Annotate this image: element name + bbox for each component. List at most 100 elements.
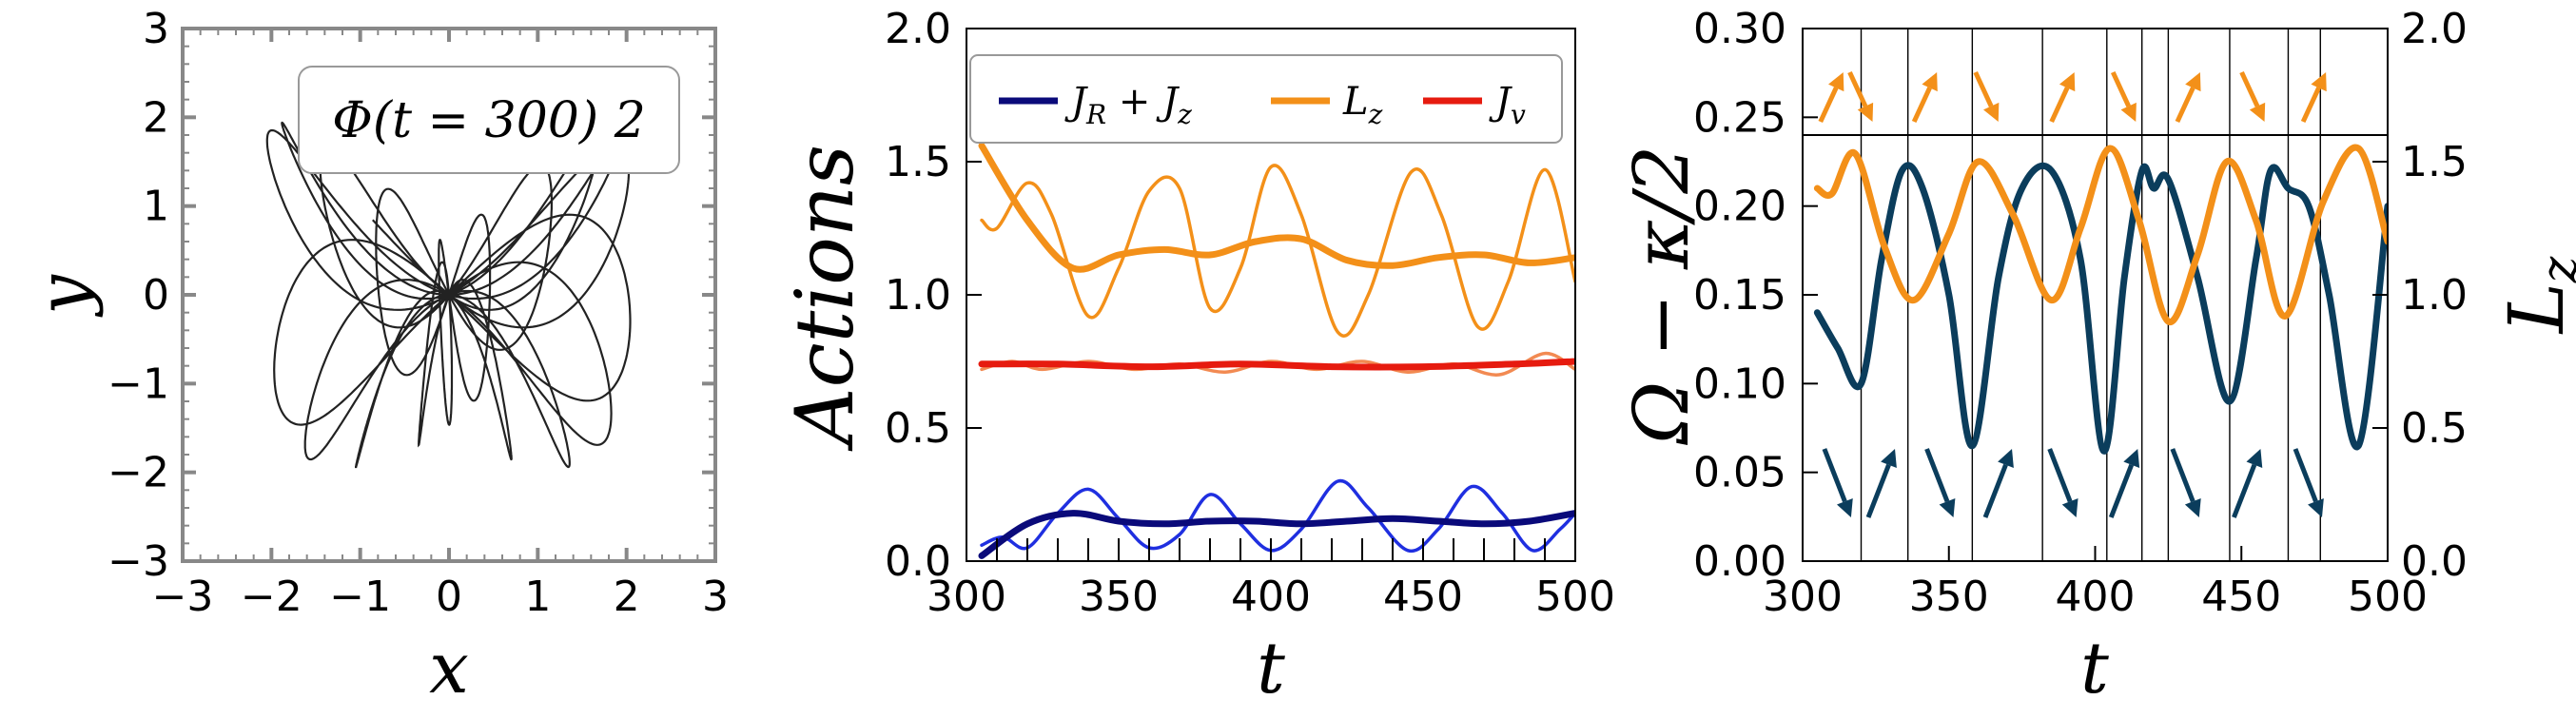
frequency-axes-frame (1802, 28, 2389, 562)
frequency-y-tick-label: 0.20 (1693, 183, 1786, 231)
actions-x-tick-label: 500 (1535, 573, 1615, 621)
frequency-y-tick-label: 0.25 (1693, 93, 1786, 142)
orbit-x-tick-label: 0 (436, 573, 462, 621)
frequency-arrow-head (2120, 102, 2137, 122)
frequency-x-tick-label: 400 (2056, 573, 2136, 621)
actions-y-tick-label: 0.5 (885, 404, 951, 453)
orbit-xlabel: x (429, 628, 469, 709)
frequency-arrow-shaft (2049, 87, 2070, 124)
frequency-arrow-head (1881, 449, 1897, 469)
orbit-y-tick-label: −3 (107, 537, 169, 586)
frequency-arrow-head (1828, 72, 1844, 92)
frequency-arrow-shaft (2300, 87, 2321, 124)
actions-x-tick-label: 400 (1231, 573, 1311, 621)
frequency-y-right-tick-label: 0.0 (2401, 537, 2468, 586)
orbit-trajectory (265, 121, 632, 469)
frequency-arrow-shaft (2170, 448, 2195, 503)
frequency-arrow-shaft (1911, 87, 1932, 124)
frequency-arrow-shaft (1982, 463, 2008, 518)
frequency-arrow-head (2311, 72, 2327, 92)
frequency-y-right-tick-label: 0.5 (2401, 404, 2468, 453)
frequency-arrow-head (2059, 72, 2076, 92)
frequency-arrow-shaft (2047, 448, 2073, 503)
actions-x-tick-label: 450 (1383, 573, 1463, 621)
frequency-y-tick-label: 0.05 (1693, 449, 1786, 497)
orbit-y-tick-label: −1 (107, 360, 169, 408)
orbit-x-tick-label: −1 (329, 573, 391, 621)
orbit-ticks: −3 −2 −1 0 1 2 3 3 2 1 0 −1 −2 −3 (107, 5, 729, 621)
frequency-arrow-head (1836, 497, 1853, 517)
frequency-y-right-tick-label: 2.0 (2401, 5, 2468, 53)
actions-y-tick-label: 2.0 (885, 5, 951, 53)
lz-series-line (1813, 144, 2388, 325)
orbit-x-tick-label: 3 (702, 573, 729, 621)
orbit-plot-area (265, 121, 632, 469)
frequency-arrow-head (1939, 497, 1956, 517)
actions-series-line (978, 358, 1575, 371)
orbit-x-tick-label: 2 (614, 573, 640, 621)
actions-xlabel: t (1257, 628, 1285, 709)
orbit-y-tick-label: 0 (143, 271, 169, 320)
actions-ticks: 300 350 400 450 500 2.0 1.5 1.0 0.5 0.0 (885, 5, 1615, 621)
frequency-arrow-head (1857, 102, 1874, 122)
frequency-y-tick-label: 0.15 (1693, 271, 1786, 320)
actions-y-tick-label: 0.0 (885, 537, 951, 586)
actions-x-tick-label: 350 (1079, 573, 1159, 621)
frequency-x-tick-label: 300 (1763, 573, 1843, 621)
frequency-x-tick-label: 500 (2348, 573, 2428, 621)
actions-series-line (980, 164, 1575, 338)
frequency-series-line (1813, 162, 2388, 455)
frequency-arrow-head (1998, 449, 2014, 469)
legend-label-lz: Lz (1342, 80, 1383, 130)
orbit-x-tick-label: −3 (152, 573, 214, 621)
frequency-arrow-head (1922, 72, 1938, 92)
frequency-y-tick-label: 0.30 (1693, 5, 1786, 53)
frequency-arrow-shaft (1847, 70, 1868, 107)
frequency-arrow-shaft (1822, 448, 1847, 503)
frequency-arrow-shaft (2110, 70, 2131, 107)
frequency-arrow-head (2185, 72, 2201, 92)
actions-series-line (978, 510, 1575, 559)
frequency-panel: 300 350 400 450 500 0.30 0.25 0.20 0.15 0.10 0.05 0… (1617, 5, 2576, 709)
frequency-plot-area (1803, 29, 2388, 561)
frequency-arrow-shaft (1973, 70, 1994, 107)
frequency-arrow-shaft (1924, 448, 1950, 503)
frequency-y-right-tick-label: 1.5 (2401, 138, 2468, 186)
actions-plot-area (978, 142, 1575, 559)
frequency-arrow-head (2249, 102, 2266, 122)
frequency-ylabel-right: Lz (2492, 256, 2576, 335)
orbit-y-tick-label: 1 (143, 183, 169, 231)
frequency-ticks: 300 350 400 450 500 0.30 0.25 0.20 0.15 0.10 0.05 0… (1693, 5, 2468, 621)
orbit-ylabel: y (23, 274, 105, 318)
frequency-y-tick-label: 0.00 (1693, 537, 1786, 586)
frequency-arrow-shaft (1865, 463, 1891, 518)
actions-y-tick-label: 1.5 (885, 138, 951, 186)
frequency-arrow-shaft (2293, 448, 2318, 503)
orbit-x-tick-label: 1 (524, 573, 551, 621)
frequency-arrow-head (2123, 449, 2140, 469)
actions-y-tick-label: 1.0 (885, 271, 951, 320)
frequency-y-tick-label: 0.10 (1693, 360, 1786, 408)
actions-x-tick-label: 300 (927, 573, 1006, 621)
frequency-x-tick-label: 450 (2201, 573, 2281, 621)
orbit-y-tick-label: −2 (107, 449, 169, 497)
actions-ylabel: Actions (778, 145, 871, 452)
orbit-x-tick-label: −2 (241, 573, 302, 621)
actions-legend: JR + Jz Lz Jv (969, 54, 1563, 144)
frequency-arrow-head (2246, 449, 2263, 469)
frequency-ylabel-left: Ω − κ/2 (1617, 146, 1706, 446)
orbit-y-tick-label: 3 (143, 5, 169, 53)
frequency-x-tick-label: 350 (1909, 573, 1989, 621)
frequency-arrow-shaft (1818, 87, 1839, 124)
frequency-xlabel: t (2080, 628, 2109, 709)
orbit-annotation-box: Φ(t = 300) 2 (298, 66, 680, 174)
orbit-panel: −3 −2 −1 0 1 2 3 3 2 1 0 −1 −2 −3 Φ(t = 300) 2 x y (23, 5, 729, 709)
frequency-arrow-shaft (2108, 463, 2135, 518)
frequency-arrow-head (2061, 497, 2078, 517)
frequency-arrow-head (2184, 497, 2201, 517)
orbit-y-tick-label: 2 (143, 93, 169, 142)
frequency-y-right-tick-label: 1.0 (2401, 271, 2468, 320)
legend-label-sum: JR + Jz (1064, 80, 1192, 130)
frequency-arrow-head (1983, 102, 2000, 122)
